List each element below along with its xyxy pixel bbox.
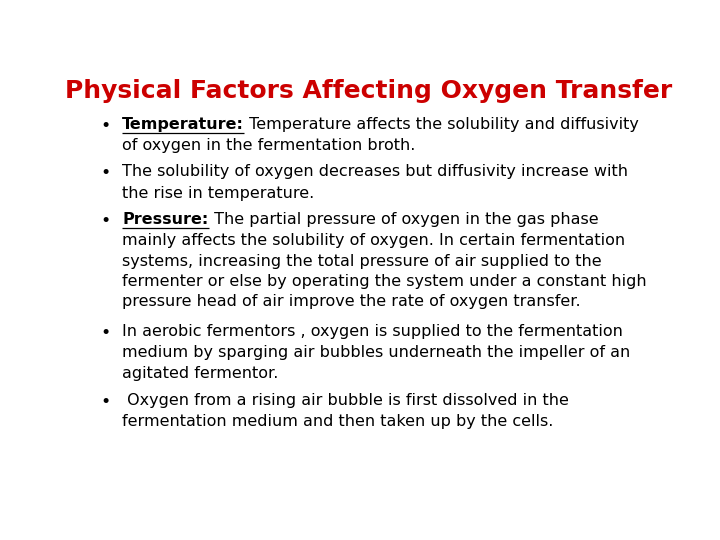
Text: •: •	[100, 117, 110, 135]
Text: Physical Factors Affecting Oxygen Transfer: Physical Factors Affecting Oxygen Transf…	[66, 79, 672, 103]
Text: mainly affects the solubility of oxygen. In certain fermentation
systems, increa: mainly affects the solubility of oxygen.…	[122, 233, 647, 309]
Text: •: •	[100, 324, 110, 342]
Text: Temperature affects the solubility and diffusivity: Temperature affects the solubility and d…	[244, 117, 639, 132]
Text: In aerobic fermentors , oxygen is supplied to the fermentation: In aerobic fermentors , oxygen is suppli…	[122, 324, 624, 339]
Text: Oxygen from a rising air bubble is first dissolved in the: Oxygen from a rising air bubble is first…	[122, 393, 570, 408]
Text: Temperature:: Temperature:	[122, 117, 244, 132]
Text: •: •	[100, 212, 110, 230]
Text: •: •	[100, 164, 110, 182]
Text: of oxygen in the fermentation broth.: of oxygen in the fermentation broth.	[122, 138, 415, 153]
Text: The solubility of oxygen decreases but diffusivity increase with: The solubility of oxygen decreases but d…	[122, 164, 629, 179]
Text: medium by sparging air bubbles underneath the impeller of an
agitated fermentor.: medium by sparging air bubbles underneat…	[122, 346, 631, 381]
Text: The partial pressure of oxygen in the gas phase: The partial pressure of oxygen in the ga…	[209, 212, 598, 227]
Text: the rise in temperature.: the rise in temperature.	[122, 186, 315, 201]
Text: Pressure:: Pressure:	[122, 212, 209, 227]
Text: •: •	[100, 393, 110, 411]
Text: fermentation medium and then taken up by the cells.: fermentation medium and then taken up by…	[122, 415, 554, 429]
